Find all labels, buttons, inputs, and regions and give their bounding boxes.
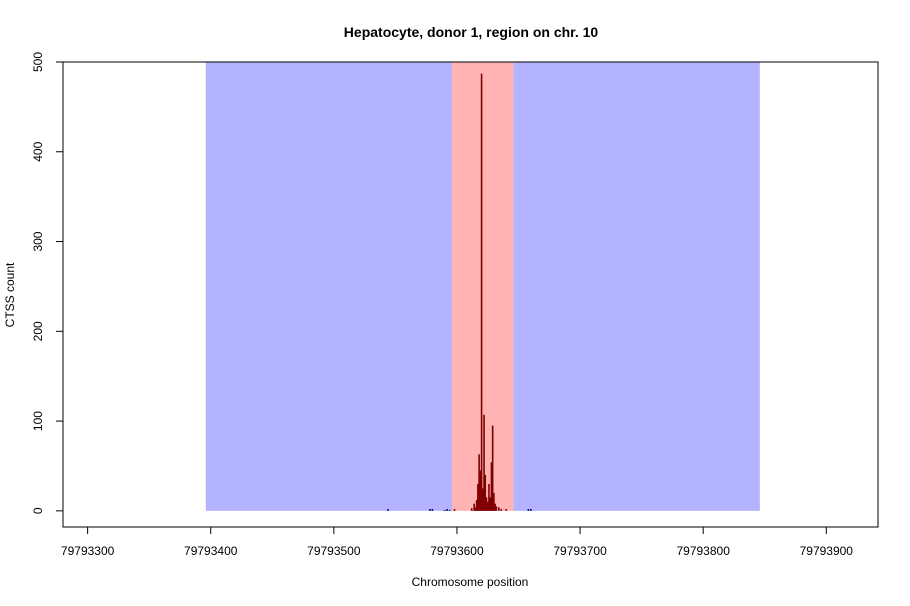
region-core xyxy=(452,62,514,511)
y-tick-label: 400 xyxy=(31,141,45,161)
x-tick-label: 79793800 xyxy=(676,544,730,558)
y-tick-label: 500 xyxy=(31,52,45,72)
y-tick-label: 0 xyxy=(31,507,45,514)
x-tick-label: 79793300 xyxy=(61,544,115,558)
x-axis-label: Chromosome position xyxy=(412,575,529,589)
x-tick-label: 79793900 xyxy=(800,544,854,558)
chart-title: Hepatocyte, donor 1, region on chr. 10 xyxy=(344,24,599,40)
y-tick-label: 300 xyxy=(31,231,45,251)
x-tick-label: 79793400 xyxy=(184,544,238,558)
x-axis: 79793300 79793400 79793500 79793600 79793700… xyxy=(61,526,854,558)
regions-layer xyxy=(205,62,760,511)
x-tick-label: 79793700 xyxy=(553,544,607,558)
y-axis-label: CTSS count xyxy=(3,262,17,327)
y-tick-label: 100 xyxy=(31,411,45,431)
region-flank-right xyxy=(513,62,760,511)
x-tick-label: 79793600 xyxy=(430,544,484,558)
x-tick-label: 79793500 xyxy=(307,544,361,558)
region-flank-left xyxy=(205,62,453,511)
y-axis: 0 100 200 300 400 500 xyxy=(31,52,64,514)
bars-layer xyxy=(387,73,532,511)
y-tick-label: 200 xyxy=(31,321,45,341)
